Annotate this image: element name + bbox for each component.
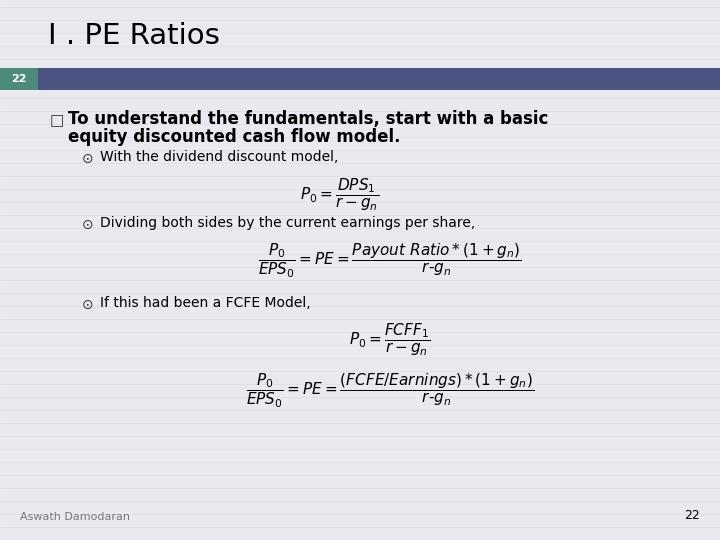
Text: $\dfrac{P_0}{EPS_0} = PE = \dfrac{(FCFE/Earnings)*(1+g_n)}{r\text{-}g_n}$: $\dfrac{P_0}{EPS_0} = PE = \dfrac{(FCFE/…	[246, 372, 534, 410]
Text: $P_0 = \dfrac{DPS_1}{r-g_n}$: $P_0 = \dfrac{DPS_1}{r-g_n}$	[300, 177, 379, 213]
Text: 22: 22	[12, 74, 27, 84]
Text: $P_0 = \dfrac{FCFF_1}{r-g_n}$: $P_0 = \dfrac{FCFF_1}{r-g_n}$	[349, 322, 431, 359]
Text: If this had been a FCFE Model,: If this had been a FCFE Model,	[100, 296, 310, 310]
Text: I . PE Ratios: I . PE Ratios	[48, 22, 220, 50]
Text: equity discounted cash flow model.: equity discounted cash flow model.	[68, 128, 400, 146]
Text: □: □	[50, 113, 64, 128]
Text: Aswath Damodaran: Aswath Damodaran	[20, 512, 130, 522]
Text: ⊙: ⊙	[82, 218, 94, 232]
Text: ⊙: ⊙	[82, 152, 94, 166]
Text: 22: 22	[684, 509, 700, 522]
FancyBboxPatch shape	[0, 68, 38, 90]
FancyBboxPatch shape	[0, 68, 720, 90]
Text: With the dividend discount model,: With the dividend discount model,	[100, 150, 338, 164]
Text: $\dfrac{P_0}{EPS_0} = PE = \dfrac{Payout\ Ratio*(1+g_n)}{r\text{-}g_n}$: $\dfrac{P_0}{EPS_0} = PE = \dfrac{Payout…	[258, 242, 522, 280]
Text: ⊙: ⊙	[82, 298, 94, 312]
Text: Dividing both sides by the current earnings per share,: Dividing both sides by the current earni…	[100, 216, 475, 230]
Text: To understand the fundamentals, start with a basic: To understand the fundamentals, start wi…	[68, 110, 549, 128]
